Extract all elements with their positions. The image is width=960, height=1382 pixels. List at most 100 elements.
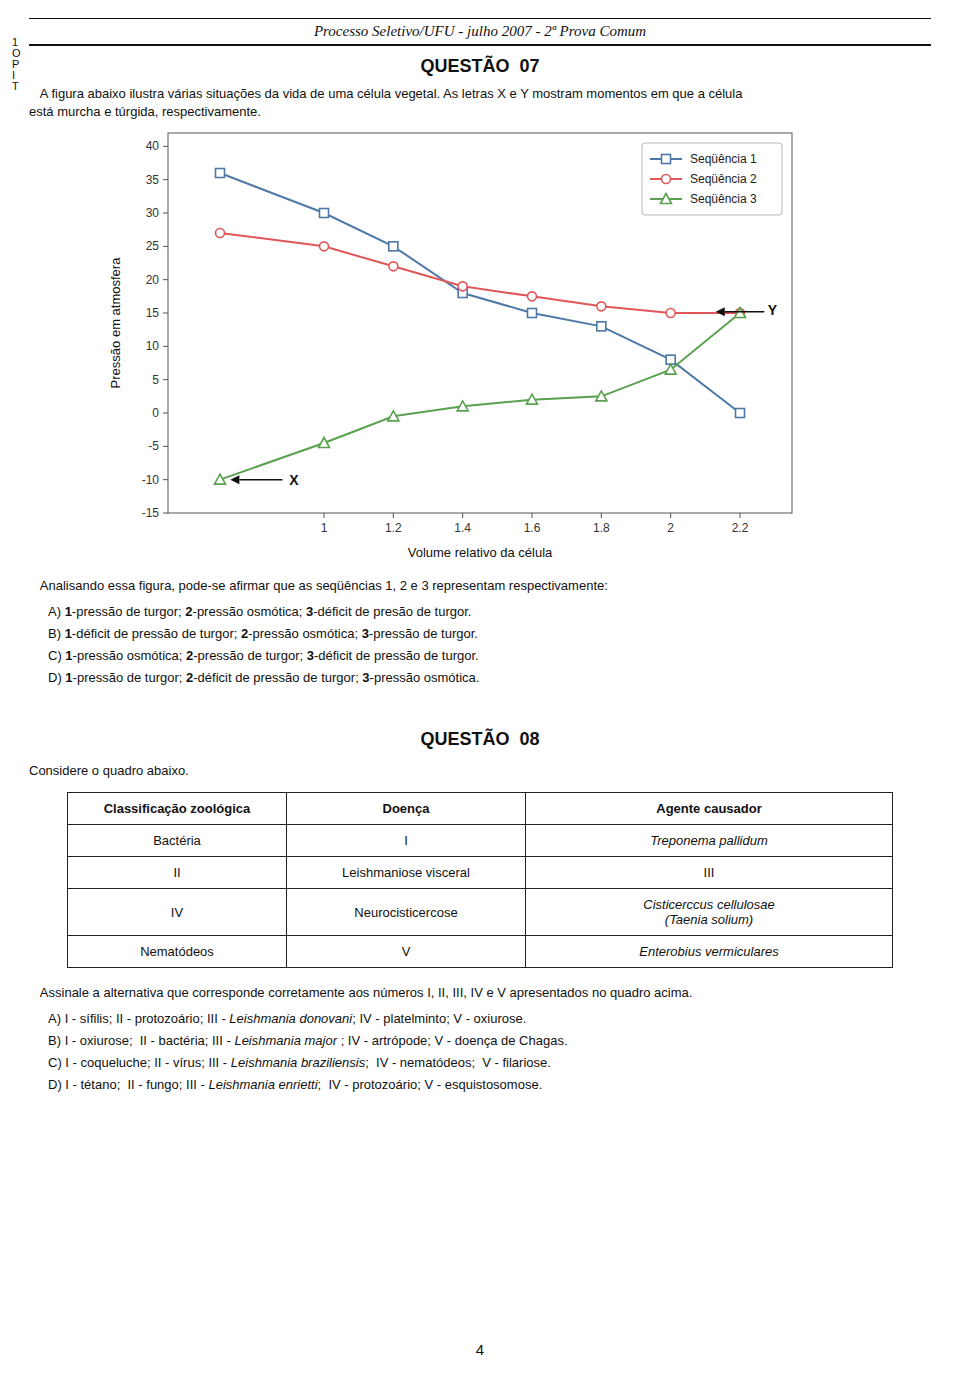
marker bbox=[458, 282, 467, 291]
marker bbox=[216, 169, 225, 178]
option-text: 2 bbox=[186, 648, 193, 663]
x-tick bbox=[462, 513, 463, 518]
x-tick-label: 2.2 bbox=[732, 521, 749, 535]
option-text: 2 bbox=[186, 670, 193, 685]
x-tick-label: 1.2 bbox=[385, 521, 402, 535]
option-text: 1 bbox=[65, 604, 72, 619]
y-tick-label: -5 bbox=[148, 439, 159, 453]
intro: está murcha e túrgida, respectivamente. bbox=[0, 103, 960, 121]
option-text: I - tétano; II - fungo; III - bbox=[65, 1077, 208, 1092]
x-axis-label: Volume relativo da célula bbox=[408, 545, 553, 560]
x-tick bbox=[324, 513, 325, 518]
option: A) I - sífilis; II - protozoário; III - … bbox=[0, 1008, 960, 1030]
marker bbox=[388, 411, 399, 421]
table-cell: Nematódeos bbox=[68, 936, 287, 968]
marker bbox=[389, 262, 398, 271]
option-text: -déficit de pressão de turgor; bbox=[72, 626, 241, 641]
page: 1OPITProcesso Seletivo/UFU - julho 2007 … bbox=[0, 0, 960, 1382]
marker bbox=[457, 401, 468, 411]
y-tick-label: 25 bbox=[146, 239, 160, 253]
page-number: 4 bbox=[0, 1341, 960, 1358]
table-cell: Bactéria bbox=[68, 825, 287, 857]
option: C) I - coqueluche; II - vírus; III - Lei… bbox=[0, 1052, 960, 1074]
option-text: 3 bbox=[362, 626, 369, 641]
marker bbox=[528, 292, 537, 301]
y-tick-label: 5 bbox=[152, 373, 159, 387]
marker bbox=[216, 229, 225, 238]
table-row: IILeishmaniose visceralIII bbox=[68, 857, 893, 889]
option: B) I - oxiurose; II - bactéria; III - Le… bbox=[0, 1030, 960, 1052]
table-cell: IV bbox=[68, 889, 287, 936]
y-tick bbox=[163, 479, 168, 480]
table-header-row: Classificação zoológicaDoençaAgente caus… bbox=[68, 793, 893, 825]
option-text: I - oxiurose; II - bactéria; III - bbox=[65, 1033, 235, 1048]
option-text: Leishmania braziliensis bbox=[231, 1055, 365, 1070]
option-text: 3 bbox=[362, 670, 369, 685]
option-text: Leishmania enrietti bbox=[208, 1077, 317, 1092]
marker bbox=[320, 209, 329, 218]
option: D) I - tétano; II - fungo; III - Leishma… bbox=[0, 1074, 960, 1096]
option: A) 1-pressão de turgor; 2-pressão osmóti… bbox=[0, 601, 960, 623]
legend-marker bbox=[662, 175, 671, 184]
option-text: ; IV - protozoário; V - esquistosomose. bbox=[318, 1077, 543, 1092]
y-tick bbox=[163, 513, 168, 514]
plot-area bbox=[215, 169, 746, 485]
y-tick bbox=[163, 313, 168, 314]
table-cell: Leishmaniose visceral bbox=[287, 857, 526, 889]
option-text: A) bbox=[48, 1011, 65, 1026]
option-text: -pressão de turgor; bbox=[193, 648, 306, 663]
marker bbox=[528, 309, 537, 318]
x-tick-label: 1.4 bbox=[454, 521, 471, 535]
y-tick bbox=[163, 279, 168, 280]
legend-label: Seqüência 1 bbox=[690, 152, 757, 166]
option-text: A) bbox=[48, 604, 65, 619]
option-text: 1 bbox=[65, 670, 72, 685]
table-cell: II bbox=[68, 857, 287, 889]
option-text: -pressão osmótica; bbox=[193, 604, 306, 619]
option-text: 3 bbox=[306, 604, 313, 619]
option-text: -déficit de presão de turgor. bbox=[313, 604, 471, 619]
table-cell: Neurocisticercose bbox=[287, 889, 526, 936]
y-tick bbox=[163, 379, 168, 380]
annotation: X bbox=[289, 472, 299, 488]
option-text: Leishmania donovani bbox=[229, 1011, 352, 1026]
question-title: QUESTÃO 07 bbox=[0, 56, 960, 77]
table-row: IVNeurocisticercoseCisticerccus cellulos… bbox=[68, 889, 893, 936]
table-cell: Enterobius vermiculares bbox=[526, 936, 893, 968]
option: B) 1-déficit de pressão de turgor; 2-pre… bbox=[0, 623, 960, 645]
option-text: Leishmania major bbox=[234, 1033, 337, 1048]
annotation: Y bbox=[768, 302, 778, 318]
question-title: QUESTÃO 08 bbox=[0, 729, 960, 750]
option-text: C) bbox=[48, 1055, 65, 1070]
table-row: NematódeosVEnterobius vermiculares bbox=[68, 936, 893, 968]
y-tick bbox=[163, 446, 168, 447]
legend-marker bbox=[661, 194, 672, 204]
option-text: 1 bbox=[65, 648, 72, 663]
option-text: 1 bbox=[65, 626, 72, 641]
y-tick-label: 10 bbox=[146, 339, 160, 353]
annotation-arrow bbox=[725, 311, 765, 313]
y-tick-label: 0 bbox=[152, 406, 159, 420]
y-tick-label: 30 bbox=[146, 206, 160, 220]
legend-label: Seqüência 2 bbox=[690, 172, 757, 186]
option-text: -pressão de turgor; bbox=[72, 604, 185, 619]
option-text: -pressão osmótica; bbox=[73, 648, 186, 663]
table-row: BactériaITreponema pallidum bbox=[68, 825, 893, 857]
legend-box bbox=[642, 143, 782, 215]
side-mark-letter: 1 bbox=[12, 37, 21, 48]
x-tick bbox=[740, 513, 741, 518]
side-mark-letter: P bbox=[12, 59, 21, 70]
table-cell: III bbox=[526, 857, 893, 889]
y-axis-label: Pressão em atmosfera bbox=[108, 257, 123, 389]
content: Processo Seletivo/UFU - julho 2007 - 2ª … bbox=[0, 0, 960, 1096]
y-tick-label: 35 bbox=[146, 173, 160, 187]
plot-frame bbox=[168, 133, 792, 513]
option-text: -pressão de turgor. bbox=[369, 626, 478, 641]
y-tick bbox=[163, 179, 168, 180]
option-text: I - coqueluche; II - vírus; III - bbox=[65, 1055, 230, 1070]
marker bbox=[597, 322, 606, 331]
table: Classificação zoológicaDoençaAgente caus… bbox=[67, 792, 893, 968]
option-text: -pressão de turgor; bbox=[73, 670, 186, 685]
option-text: D) bbox=[48, 1077, 65, 1092]
y-tick-label: 20 bbox=[146, 273, 160, 287]
